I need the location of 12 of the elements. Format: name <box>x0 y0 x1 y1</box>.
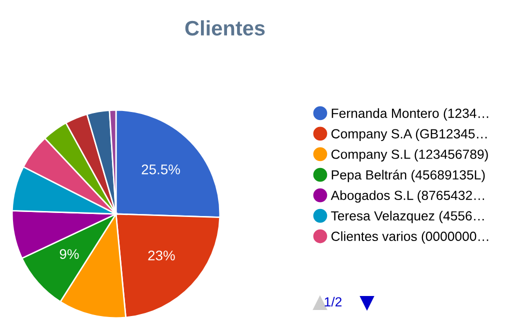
text: 1/2 <box>324 296 342 307</box>
legend-label: Teresa Velazquez (4556… <box>331 210 484 224</box>
legend-label: Abogados S.L (8765432… <box>330 190 484 203</box>
legend-label: Clientes varios (0000000… <box>331 231 488 244</box>
legend-label: Company S.A (GB12345… <box>331 128 487 142</box>
legend-label: Company S.L (123456789) <box>331 149 488 162</box>
legend-label: Fernanda Montero (1234… <box>332 108 488 121</box>
data-label: 23% <box>148 250 175 260</box>
data-label: 25.5% <box>142 164 180 174</box>
legend-label: Pepa Beltrán (45689135L) <box>332 170 485 182</box>
data-label: 9% <box>60 249 79 259</box>
chart-title: Clientes <box>185 20 265 36</box>
